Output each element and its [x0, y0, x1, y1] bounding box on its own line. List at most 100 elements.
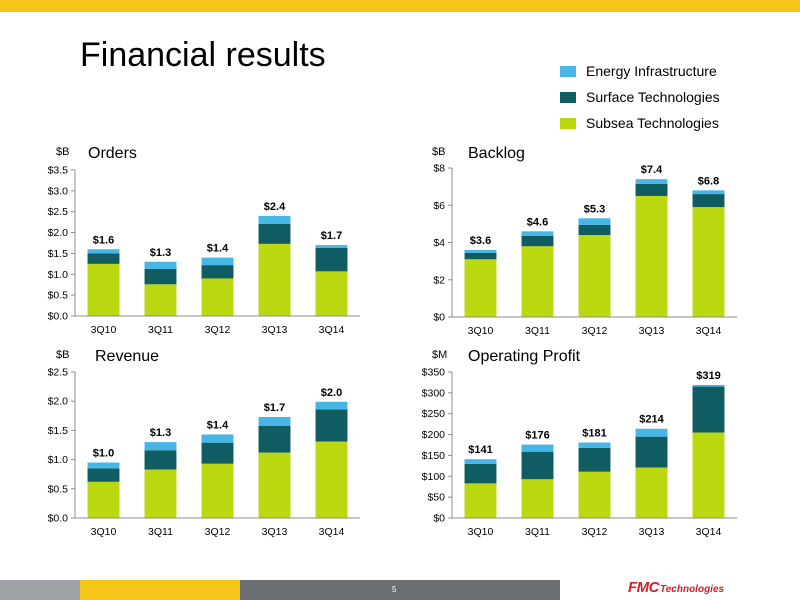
- orders-ytick-label: $0.0: [48, 311, 69, 323]
- orders-bar-subsea-technologies-3q13: [258, 243, 291, 316]
- logo-main-text: FMC: [628, 579, 660, 596]
- revenue-total-label-3q12: $1.4: [207, 419, 229, 431]
- legend-swatch-energy: [560, 65, 576, 77]
- backlog-bar-energy-infrastructure-3q14: [692, 190, 725, 195]
- revenue-bar-energy-infrastructure-3q11: [144, 442, 177, 451]
- legend-swatch-surface: [560, 91, 576, 103]
- orders-total-label-3q10: $1.6: [93, 234, 114, 246]
- revenue-total-label-3q11: $1.3: [150, 427, 171, 439]
- operating-profit-bar-subsea-technologies-3q10: [464, 483, 497, 518]
- revenue-bar-subsea-technologies-3q13: [258, 452, 291, 518]
- revenue-xtick-label: 3Q10: [91, 526, 117, 538]
- orders-ytick-label: $2.0: [48, 227, 69, 239]
- operating-profit-ytick-label: $50: [427, 492, 445, 504]
- orders-ytick-label: $1.0: [48, 269, 69, 281]
- operating-profit-bar-subsea-technologies-3q12: [578, 471, 611, 518]
- operating-profit-bar-energy-infrastructure-3q12: [578, 442, 611, 448]
- fmc-technologies-logo: FMCTechnologies: [628, 579, 724, 597]
- operating-profit-unit-label: $M: [432, 349, 448, 361]
- backlog-bar-subsea-technologies-3q13: [635, 195, 668, 317]
- orders-ytick-label: $0.5: [48, 290, 69, 302]
- backlog-bar-energy-infrastructure-3q10: [464, 249, 497, 253]
- revenue-bar-surface-technologies-3q13: [258, 425, 291, 453]
- orders-total-label-3q13: $2.4: [264, 201, 286, 213]
- orders-xtick-label: 3Q11: [148, 324, 173, 336]
- operating-profit-total-label-3q12: $181: [582, 427, 606, 439]
- operating-profit-ytick-label: $0: [433, 513, 445, 525]
- backlog-total-label-3q14: $6.8: [698, 175, 719, 187]
- page-title: Financial results: [80, 36, 326, 74]
- backlog-bar-surface-technologies-3q10: [464, 252, 497, 260]
- backlog-chart-title: Backlog: [468, 145, 525, 162]
- backlog-bar-energy-infrastructure-3q12: [578, 218, 611, 225]
- orders-total-label-3q12: $1.4: [207, 243, 229, 255]
- revenue-bar-surface-technologies-3q11: [144, 450, 177, 470]
- orders-xtick-label: 3Q10: [91, 324, 117, 336]
- backlog-total-label-3q10: $3.6: [470, 235, 491, 247]
- revenue-ytick-label: $2.0: [48, 396, 69, 408]
- orders-bar-energy-infrastructure-3q13: [258, 215, 291, 224]
- backlog-total-label-3q12: $5.3: [584, 203, 605, 215]
- revenue-bar-energy-infrastructure-3q12: [201, 434, 234, 443]
- orders-ytick-label: $1.5: [48, 248, 69, 260]
- backlog-xtick-label: 3Q10: [468, 325, 494, 337]
- orders-bar-surface-technologies-3q14: [315, 248, 348, 272]
- orders-xtick-label: 3Q14: [319, 324, 345, 336]
- backlog-bar-energy-infrastructure-3q11: [521, 231, 554, 236]
- backlog-xtick-label: 3Q11: [525, 325, 550, 337]
- footer-bar-gray: [0, 580, 80, 600]
- operating-profit-bar-surface-technologies-3q11: [521, 451, 554, 480]
- revenue-bar-energy-infrastructure-3q14: [315, 401, 348, 410]
- orders-total-label-3q11: $1.3: [150, 247, 171, 259]
- legend: Energy Infrastructure Surface Technologi…: [560, 58, 720, 136]
- legend-item-surface: Surface Technologies: [560, 84, 720, 110]
- orders-bar-energy-infrastructure-3q14: [315, 245, 348, 249]
- revenue-bar-subsea-technologies-3q12: [201, 463, 234, 518]
- operating-profit-ytick-label: $200: [422, 429, 446, 441]
- backlog-bar-surface-technologies-3q13: [635, 183, 668, 196]
- orders-ytick-label: $3.0: [48, 185, 69, 197]
- revenue-ytick-label: $1.5: [48, 425, 69, 437]
- operating-profit-xtick-label: 3Q10: [468, 526, 494, 538]
- orders-bar-energy-infrastructure-3q12: [201, 257, 234, 266]
- backlog-bar-surface-technologies-3q12: [578, 224, 611, 236]
- orders-bar-surface-technologies-3q10: [87, 253, 120, 264]
- operating-profit-xtick-label: 3Q14: [696, 526, 722, 538]
- revenue-bar-surface-technologies-3q12: [201, 442, 234, 464]
- backlog-unit-label: $B: [432, 146, 446, 158]
- backlog-xtick-label: 3Q12: [582, 325, 608, 337]
- legend-label-energy: Energy Infrastructure: [586, 63, 717, 79]
- operating-profit-bar-energy-infrastructure-3q14: [692, 384, 725, 387]
- orders-ytick-label: $3.5: [48, 165, 69, 177]
- legend-label-surface: Surface Technologies: [586, 89, 720, 105]
- revenue-xtick-label: 3Q11: [148, 526, 173, 538]
- backlog-bar-energy-infrastructure-3q13: [635, 179, 668, 184]
- operating-profit-bar-subsea-technologies-3q14: [692, 432, 725, 518]
- orders-total-label-3q14: $1.7: [321, 230, 342, 242]
- page-number: 5: [392, 585, 397, 594]
- operating-profit-xtick-label: 3Q13: [639, 526, 665, 538]
- operating-profit-bar-energy-infrastructure-3q10: [464, 459, 497, 464]
- orders-bar-energy-infrastructure-3q11: [144, 261, 177, 269]
- orders-bar-subsea-technologies-3q11: [144, 284, 177, 316]
- revenue-total-label-3q10: $1.0: [93, 448, 114, 460]
- orders-bar-energy-infrastructure-3q10: [87, 249, 120, 254]
- backlog-bar-subsea-technologies-3q12: [578, 235, 611, 317]
- operating-profit-ytick-label: $350: [422, 367, 446, 379]
- operating-profit-ytick-label: $150: [422, 450, 446, 462]
- revenue-bar-surface-technologies-3q10: [87, 468, 120, 482]
- revenue-bar-subsea-technologies-3q11: [144, 469, 177, 518]
- revenue-total-label-3q13: $1.7: [264, 402, 285, 414]
- logo-sub-text: Technologies: [660, 584, 725, 595]
- backlog-ytick-label: $4: [433, 237, 445, 249]
- operating-profit-total-label-3q13: $214: [639, 414, 664, 426]
- orders-bar-surface-technologies-3q11: [144, 268, 177, 285]
- operating-profit-xtick-label: 3Q11: [525, 526, 550, 538]
- orders-xtick-label: 3Q12: [205, 324, 231, 336]
- revenue-bar-energy-infrastructure-3q13: [258, 416, 291, 426]
- operating-profit-total-label-3q14: $319: [696, 370, 720, 382]
- orders-bar-surface-technologies-3q13: [258, 223, 291, 244]
- operating-profit-bar-subsea-technologies-3q11: [521, 479, 554, 518]
- revenue-bar-surface-technologies-3q14: [315, 409, 348, 442]
